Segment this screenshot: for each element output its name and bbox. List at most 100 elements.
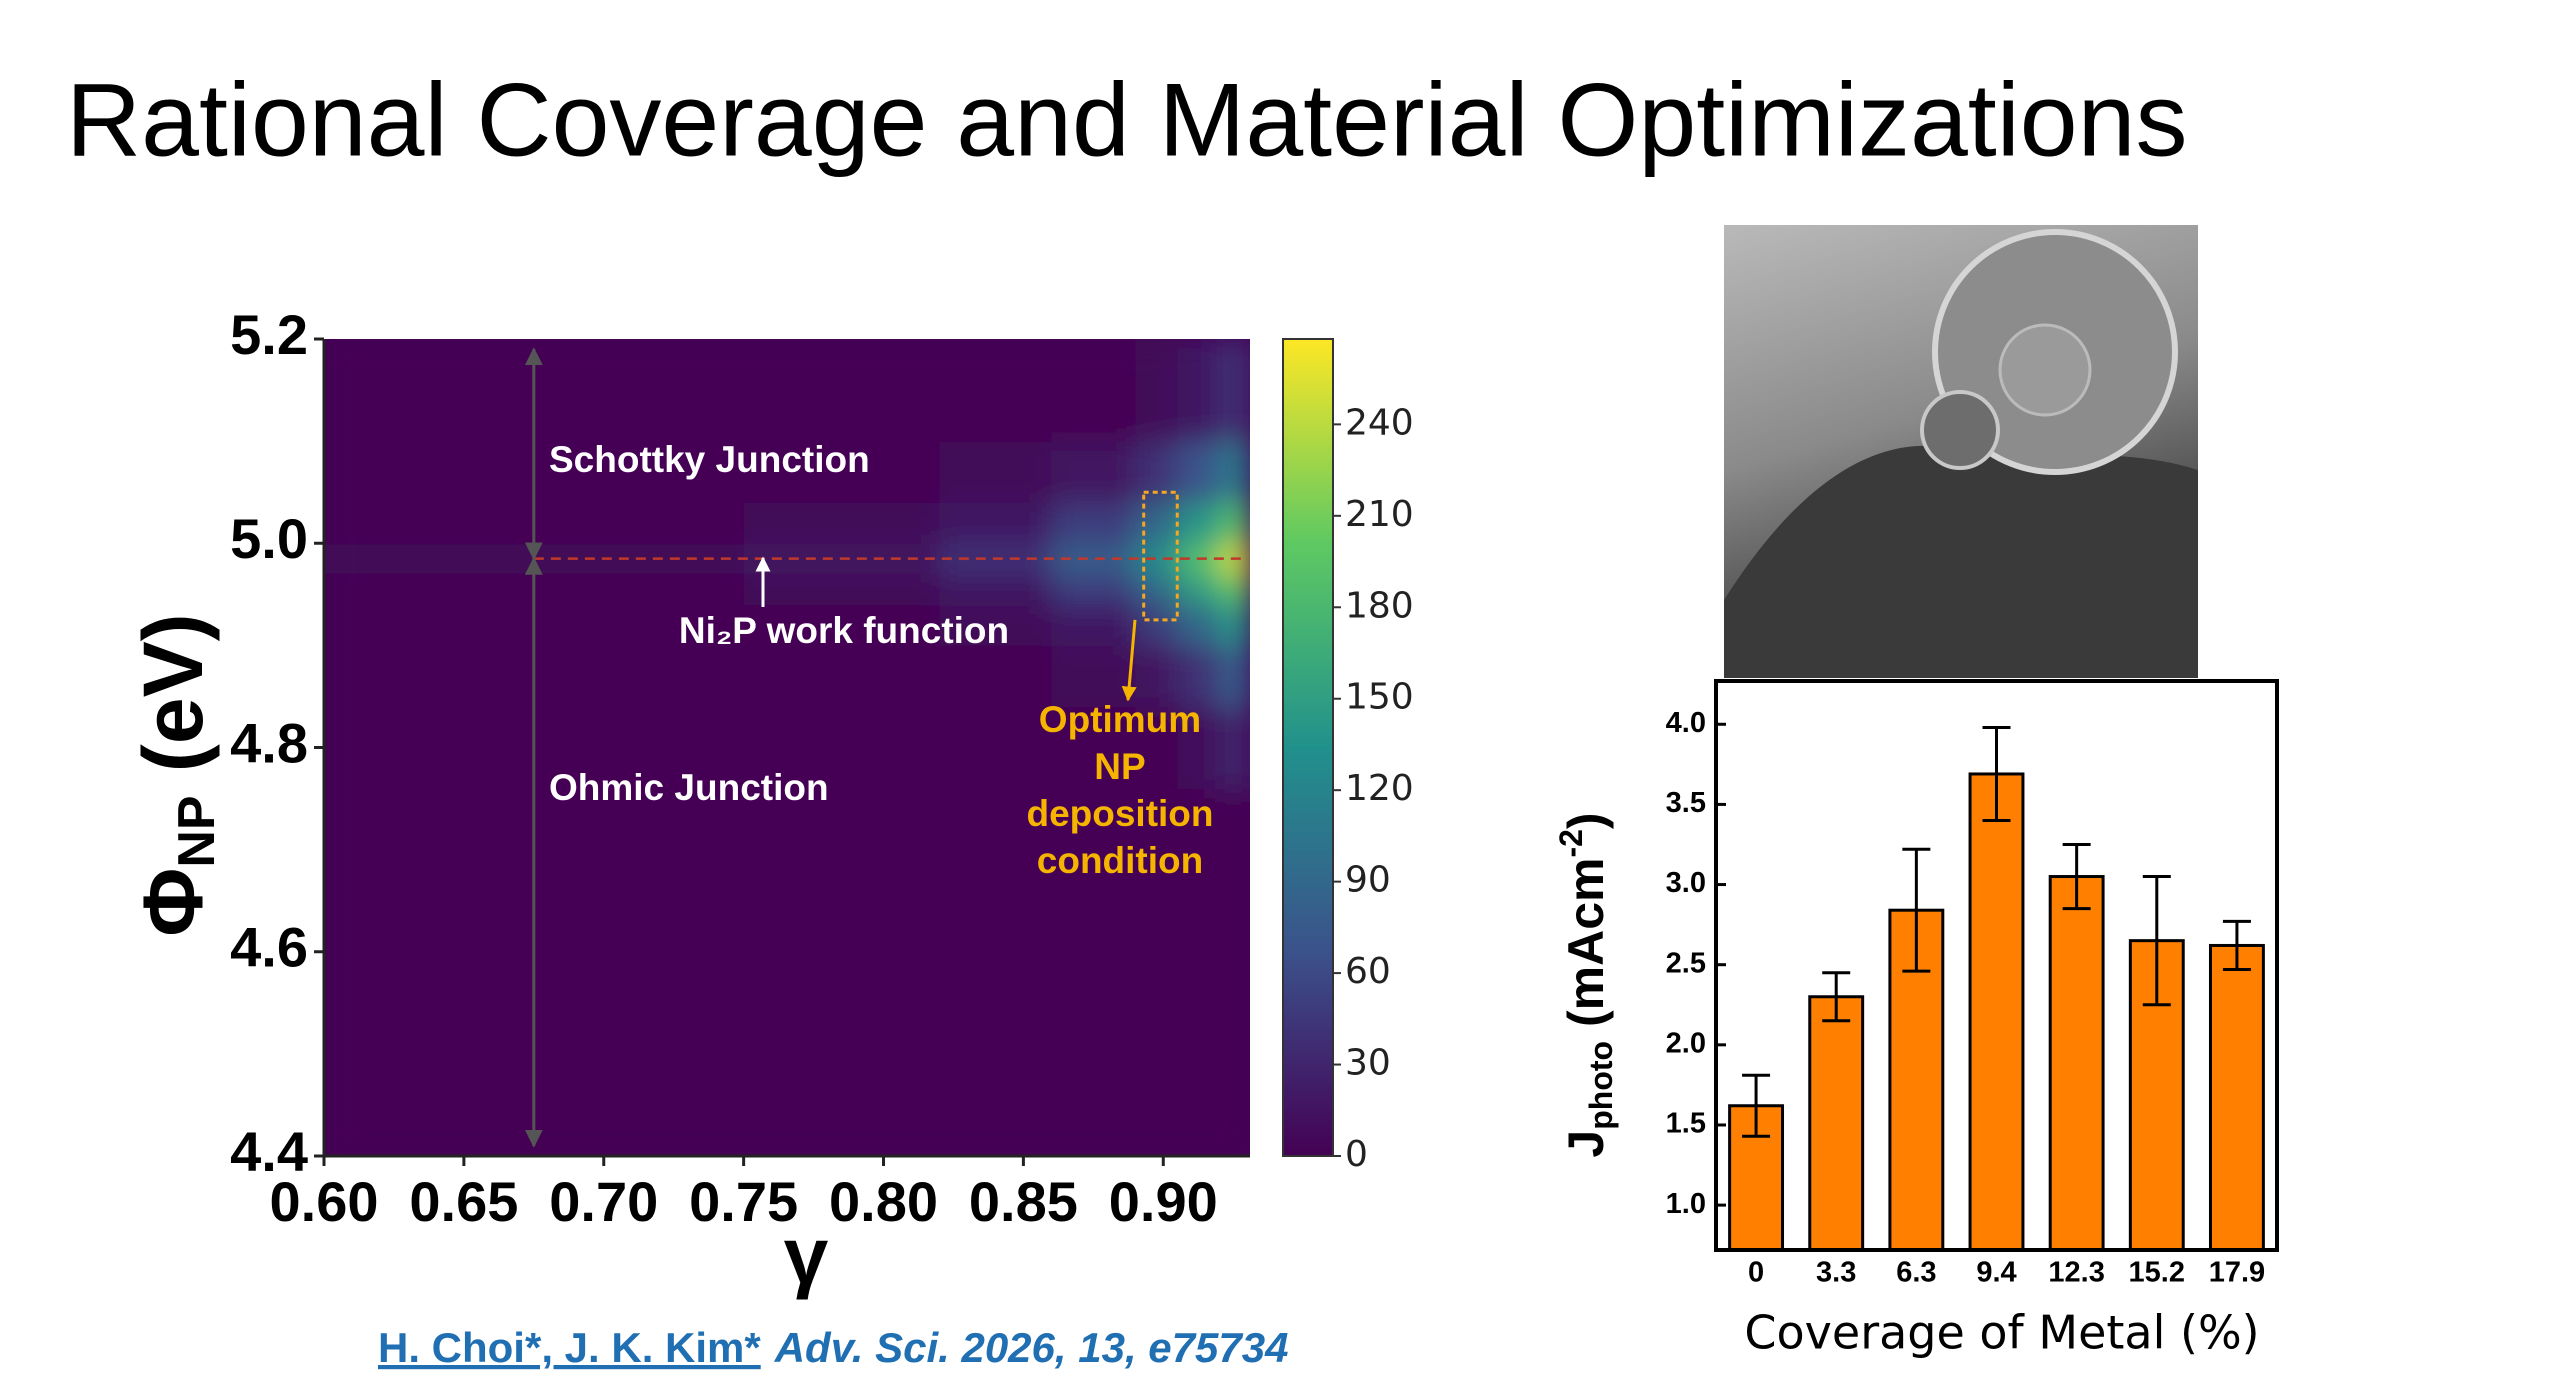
x-axis-label: Coverage of Metal (%) [1744, 1306, 2259, 1360]
colorbar-tick-label: 0 [1345, 1134, 1368, 1175]
optimum-label: Optimum [1039, 699, 1201, 740]
y-tick-label: 4.4 [230, 1120, 308, 1183]
y-tick-label: 2.5 [1666, 947, 1706, 979]
heatmap-cell [1177, 604, 1220, 646]
colorbar-tick-label: 240 [1345, 402, 1414, 443]
heatmap-cell [1051, 502, 1136, 544]
citation-journal: Adv. Sci. 2026, 13, e75734 [774, 1324, 1289, 1371]
x-tick-label: 0.90 [1109, 1170, 1218, 1233]
y-tick-label: 4.0 [1666, 707, 1706, 739]
heatmap-cell [1051, 788, 1136, 1156]
bar [2048, 875, 2105, 1252]
x-tick-label: 6.3 [1896, 1257, 1936, 1289]
y-label-symbol: J [1558, 1130, 1614, 1158]
heatmap-cell [1051, 573, 1136, 606]
bar [1968, 772, 2025, 1252]
x-tick-label: 3.3 [1816, 1257, 1856, 1289]
y-label-symbol: Φ [126, 868, 220, 937]
heatmap-cell [939, 441, 1052, 503]
colorbar [1282, 338, 1334, 1157]
heatmap-cell [743, 573, 940, 606]
heatmap-cell [1051, 339, 1136, 442]
heatmap-cell [1219, 645, 1250, 708]
heatmap-cell [1177, 339, 1220, 442]
annotation: Ni₂P work function [679, 610, 1009, 651]
x-tick-label: 0.60 [270, 1170, 379, 1233]
heatmap-cell [939, 788, 1052, 1156]
heatmap-cell [1219, 502, 1250, 544]
bar [2208, 943, 2265, 1252]
annotation: Ohmic Junction [549, 767, 829, 808]
x-tick-label: 0.80 [829, 1170, 938, 1233]
heatmap-cell [743, 339, 940, 442]
heatmap-cell [939, 502, 1052, 544]
heatmap-cell [1051, 604, 1136, 646]
heatmap-cell [1135, 788, 1178, 1156]
colorbar-tick-label: 210 [1345, 494, 1414, 535]
heatmap-cell [939, 604, 1052, 646]
optimum-label: deposition [1026, 793, 1213, 834]
y-tick-label: 1.5 [1666, 1108, 1706, 1140]
colorbar-tick-label: 60 [1345, 951, 1391, 992]
heatmap-cell [1135, 604, 1178, 646]
heatmap-cell [1177, 706, 1220, 789]
heatmap-cell [1051, 706, 1136, 789]
x-tick-label: 9.4 [1976, 1257, 2016, 1289]
plot-frame [1714, 679, 2279, 1252]
heatmap-cell [743, 604, 940, 646]
heatmap-cell [1177, 573, 1220, 606]
y-tick-label: 4.8 [230, 711, 308, 774]
heatmap-cell [743, 706, 940, 789]
colorbar-tick-label: 120 [1345, 768, 1414, 809]
x-tick-label: 0.65 [409, 1170, 518, 1233]
y-label-unit: (mAcm [1558, 858, 1614, 1041]
tem-image [1724, 225, 2198, 678]
heatmap-cell [1051, 441, 1136, 503]
heatmap-cell [743, 645, 940, 708]
slide-title: Rational Coverage and Material Optimizat… [66, 62, 2188, 178]
heatmap-cell [1177, 788, 1220, 1156]
citation: H. Choi*, J. K. Kim* Adv. Sci. 2026, 13, … [378, 1324, 1288, 1371]
heatmap-cell [1219, 339, 1250, 442]
x-tick-label: 0.70 [549, 1170, 658, 1233]
colorbar-tick-label: 150 [1345, 677, 1414, 718]
heatmap-cell [939, 706, 1052, 789]
y-tick-label: 4.6 [230, 916, 308, 979]
y-label-subscript: photo [1583, 1041, 1619, 1130]
y-tick-label: 3.0 [1666, 867, 1706, 899]
optimum-arrow [1121, 619, 1137, 702]
x-axis-label: γ [784, 1211, 829, 1300]
colorbar-tick-label: 90 [1345, 860, 1391, 901]
y-label-superscript: -2 [1553, 829, 1589, 857]
heatmap-cell [1177, 502, 1220, 544]
heatmap-cell [1219, 573, 1250, 606]
optimum-label: condition [1037, 840, 1203, 881]
y-tick-label: 2.0 [1666, 1027, 1706, 1059]
heatmap-cell [1135, 502, 1178, 544]
heatmap-cell [1135, 573, 1178, 606]
x-tick-label: 0.85 [969, 1170, 1078, 1233]
optimum-label: NP [1094, 746, 1145, 787]
colorbar-tick-label: 180 [1345, 585, 1414, 626]
heatmap-cell [1135, 339, 1178, 442]
y-tick-label: 1.0 [1666, 1188, 1706, 1220]
heatmap-cell [1177, 441, 1220, 503]
heatmap-cell [1219, 788, 1250, 1156]
x-tick-label: 12.3 [2048, 1257, 2104, 1289]
heatmap-cell [939, 573, 1052, 606]
heatmap-cell [939, 339, 1052, 442]
y-label-close: ) [1558, 812, 1614, 829]
bar [1808, 995, 1865, 1252]
heatmap-cell [1219, 706, 1250, 789]
heatmap-cell [1135, 706, 1178, 789]
heatmap-cell [1177, 645, 1220, 708]
heatmap-cell [1219, 604, 1250, 646]
x-tick-label: 15.2 [2129, 1257, 2185, 1289]
y-tick-label: 3.5 [1666, 787, 1706, 819]
colorbar-tick-label: 30 [1345, 1043, 1391, 1084]
y-label-unit: (eV) [126, 613, 220, 795]
x-tick-label: 17.9 [2209, 1257, 2265, 1289]
y-axis-label: Jphoto (mAcm-2) [1553, 812, 1619, 1157]
y-tick-label: 5.2 [230, 303, 308, 366]
